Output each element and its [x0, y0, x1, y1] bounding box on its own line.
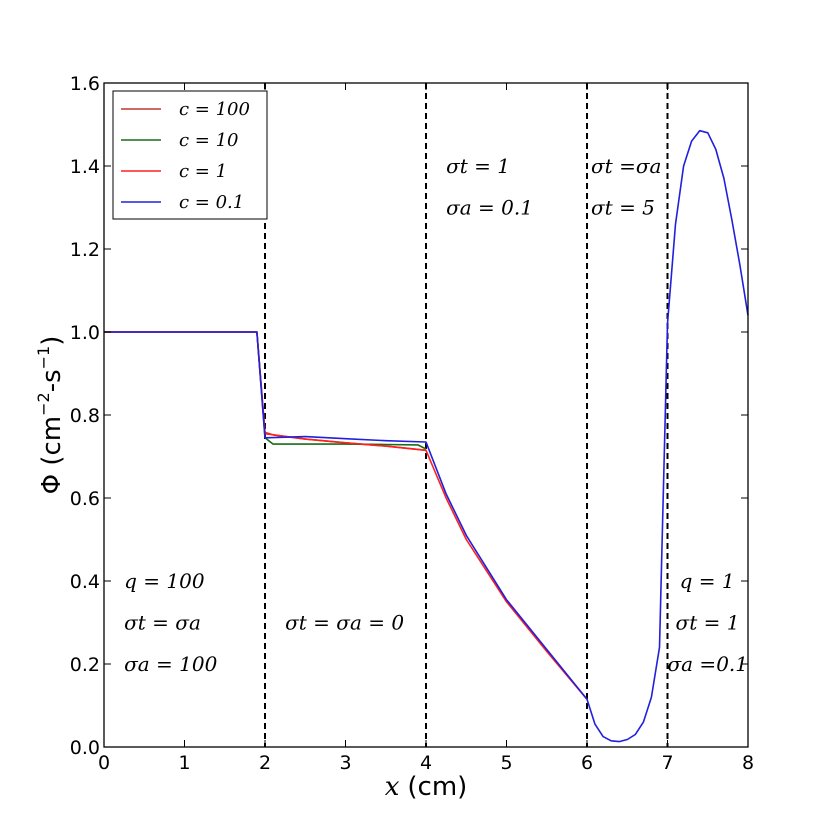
annotation-r3-sa: σa = 0.1 [446, 196, 533, 220]
y-axis-exp1: −2 [34, 392, 53, 416]
x-axis-label: x (cm) [385, 772, 468, 802]
annotation-r2: σt = σa = 0 [285, 611, 404, 635]
x-axis-symbol: x [385, 772, 400, 802]
region-annotations: q = 100 σt = σa σa = 100 σt = σa = 0 σt = 1 σ… [124, 154, 748, 676]
x-axis-unit: (cm) [407, 772, 467, 802]
annotation-r5-sa: σa =0.1 [668, 652, 749, 676]
axis-ticks: 0 1 2 3 4 5 6 7 8 0.0 0.2 0.4 0.6 0.8 1.0 1.2 1.4 1.6 [70, 73, 754, 774]
legend-label-1: c = 100 [179, 99, 250, 120]
y-axis-mid: -s [37, 369, 67, 392]
legend-label-4: c = 0.1 [179, 192, 244, 213]
y-axis-label: Φ (cm−2-s−1) [34, 336, 67, 495]
x-tick-label-8: 8 [742, 752, 754, 774]
legend: c = 100 c = 10 c = 1 c = 0.1 [112, 90, 268, 220]
x-tick-label-4: 4 [420, 752, 432, 774]
y-tick-label-2: 0.4 [70, 571, 100, 593]
annotation-r4-sa: σt = 5 [591, 196, 655, 220]
annotation-r1-q: q = 100 [124, 569, 205, 593]
y-tick-label-4: 0.8 [70, 405, 100, 427]
annotation-r5-q: q = 1 [680, 569, 735, 593]
y-tick-label-1: 0.2 [70, 654, 100, 676]
y-tick-label-6: 1.2 [70, 239, 100, 261]
annotation-r3-st: σt = 1 [446, 154, 510, 178]
x-tick-label-2: 2 [259, 752, 271, 774]
y-tick-label-0: 0.0 [70, 737, 100, 759]
x-tick-label-7: 7 [661, 752, 673, 774]
y-axis-base: Φ (cm [37, 416, 67, 495]
y-tick-label-8: 1.6 [70, 73, 100, 95]
x-tick-label-5: 5 [500, 752, 512, 774]
annotation-r1-st: σt = σa [124, 611, 201, 635]
y-axis-exp2: −1 [34, 346, 53, 370]
legend-label-3: c = 1 [179, 161, 227, 182]
y-tick-label-7: 1.4 [70, 156, 100, 178]
x-tick-label-3: 3 [339, 752, 351, 774]
y-axis-end: ) [37, 336, 67, 346]
legend-label-2: c = 10 [179, 130, 239, 151]
x-tick-label-1: 1 [178, 752, 190, 774]
series-line-4 [104, 129, 749, 743]
x-tick-label-6: 6 [581, 752, 593, 774]
annotation-r4-st: σt =σa [591, 154, 661, 178]
y-tick-label-5: 1.0 [70, 322, 100, 344]
annotation-r5-st: σt = 1 [676, 611, 740, 635]
legend-box [112, 90, 268, 220]
y-tick-label-3: 0.6 [70, 488, 100, 510]
annotation-r1-sa: σa = 100 [124, 652, 217, 676]
x-tick-label-0: 0 [98, 752, 110, 774]
